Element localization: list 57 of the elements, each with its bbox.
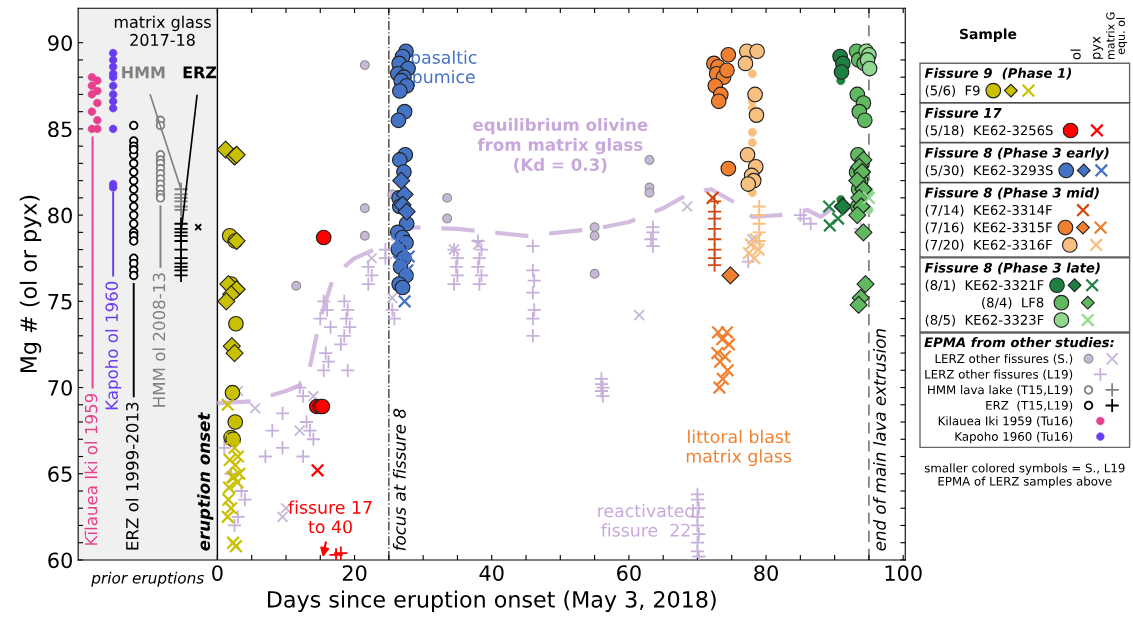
text: Fissure 17 [924, 107, 1002, 118]
y-tick-label: 75 [48, 294, 72, 310]
legend-label: (8/5) KE62-3323F [925, 314, 1044, 327]
text: Fissure 8 (Phase 3 early) [924, 147, 1109, 161]
ref-line-label: focus at fissure 8 [392, 408, 406, 551]
text: HMM ol 2008-13 [152, 273, 166, 407]
annotation: HMM [122, 66, 165, 79]
text: Fissure 8 (Phase 3 mid) [924, 187, 1099, 200]
legend-label: (7/16) KE62-3315F [925, 222, 1052, 234]
y-axis-title: Mg # (ol or pyx) [19, 195, 42, 373]
text: ol [1070, 49, 1081, 60]
y-tick-label: 80 [48, 207, 72, 224]
text: Fissure 8 (Phase 3 late) [924, 262, 1100, 275]
text: Kīlauea Iki ol 1959 [84, 393, 98, 545]
legend-label: (5/30) KE62-3293S [925, 165, 1053, 177]
text: EPMA from other studies: [924, 337, 1114, 348]
text: pyx [1093, 36, 1104, 59]
annotation: littoral blast matrix glass [686, 429, 792, 466]
legend-label: HMM lava lake (T15,L19) [928, 385, 1073, 396]
y-tick-label: 65 [48, 466, 72, 482]
y-tick-label: 60 [48, 552, 72, 569]
y-tick-label: 90 [48, 35, 72, 51]
legend-title: Sample [959, 28, 1017, 42]
legend-label: LERZ other fissures (S.) [935, 353, 1073, 365]
annotation: basaltic pumice [411, 50, 477, 87]
legend-label: ERZ (T15,L19) [986, 400, 1073, 412]
x-tick-label: 80 [754, 565, 778, 581]
x-tick-label: 60 [617, 565, 641, 581]
x-tick-label: 20 [342, 565, 367, 581]
text: smaller colored symbols = S., L19 EPMA of LERZ samples above [924, 463, 1125, 488]
legend-label: (7/20) KE62-3316F [925, 239, 1052, 252]
x-axis-title: Days since eruption onset (May 3, 2018) [268, 590, 716, 613]
text: matrix G equ. ol [1106, 12, 1128, 60]
annotation: fissure 17 to 40 [288, 500, 372, 534]
legend-label: (8/4) LF8 [982, 297, 1044, 310]
annotation: matrix glass 2017-18 [114, 15, 211, 46]
text: Kapoho ol 1960 [105, 281, 122, 410]
legend-label: Kilauea Iki 1959 (Tu16) [938, 416, 1073, 427]
y-tick-label: 70 [48, 379, 72, 396]
ref-line-label: end of main lava extrusion [873, 329, 886, 551]
x-tick-label: 0 [212, 565, 223, 581]
legend-label: Kapoho 1960 (Tu16) [955, 431, 1073, 444]
text: equilibrium olivine from matrix glass (Kd = 0.3) [473, 118, 648, 173]
x-tick-label: 40 [479, 565, 504, 581]
legend-label: (7/14) KE62-3314F [925, 204, 1052, 217]
x-tick-label: 100 [885, 565, 922, 581]
band-label: prior eruptions [91, 571, 204, 587]
legend-label: (5/18) KE62-3256S [925, 125, 1053, 137]
text: ERZ ol 1999-2013 [125, 402, 139, 550]
annotation: reactivated fissure 22 [598, 503, 694, 537]
legend-label: (8/1) KE62-3321F [925, 279, 1044, 292]
annotation: ERZ [183, 66, 217, 79]
legend-label: LERZ other fissures (L19) [925, 369, 1073, 381]
y-tick-label: 85 [48, 121, 72, 138]
ref-line-label: eruption onset [197, 412, 214, 551]
legend-label: (5/6) F9 [925, 85, 980, 97]
text: Fissure 9 (Phase 1) [924, 67, 1072, 80]
